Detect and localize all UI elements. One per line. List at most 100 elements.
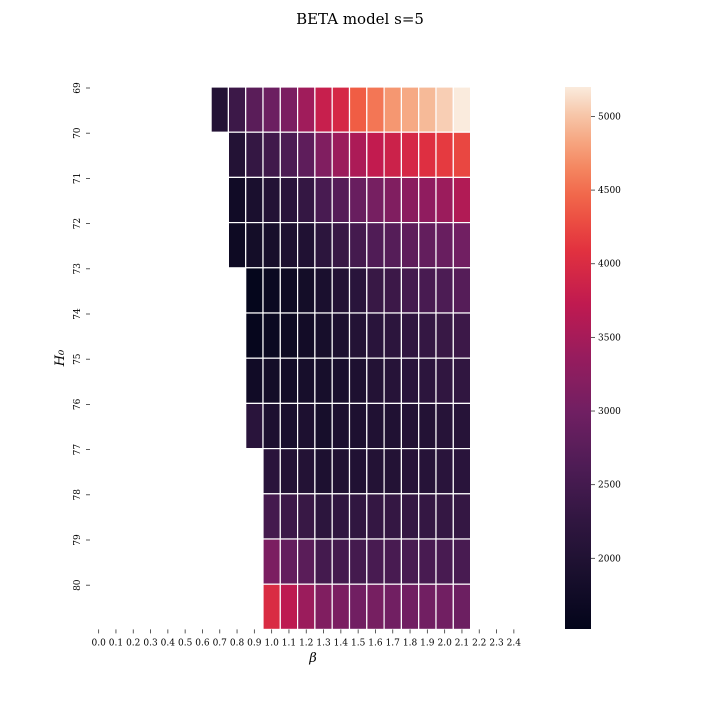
heatmap-cell: [418, 86, 437, 133]
heatmap-cell: [383, 493, 403, 540]
heatmap-cell: [314, 86, 333, 133]
heatmap-cell: [435, 131, 454, 178]
y-tick-label: 80: [73, 579, 83, 591]
heatmap-cell: [383, 222, 403, 269]
heatmap-cell: [262, 357, 281, 405]
heatmap-cell: [418, 267, 437, 314]
heatmap-cell: [348, 267, 368, 314]
colorbar-tick-label: 4500: [598, 186, 621, 196]
heatmap-cell: [366, 131, 385, 178]
heatmap-cell: [279, 222, 299, 269]
x-tick-label: 0.9: [247, 638, 262, 648]
x-axis-label: β: [308, 651, 317, 666]
heatmap-cell: [297, 402, 316, 450]
heatmap-cell: [435, 448, 454, 495]
y-tick-label: 76: [73, 398, 83, 410]
heatmap-cell: [452, 222, 472, 269]
heatmap-cell: [314, 448, 333, 495]
heatmap-cell: [279, 583, 299, 631]
heatmap-cell: [297, 131, 316, 178]
heatmap-cell: [279, 402, 299, 450]
heatmap-cell: [297, 312, 316, 359]
heatmap-cell: [297, 448, 316, 495]
heatmap-cell: [452, 402, 472, 450]
heatmap-cell: [400, 357, 420, 405]
heatmap-cell: [452, 312, 472, 359]
heatmap-cell: [435, 538, 454, 585]
heatmap-cell: [383, 312, 403, 359]
heatmap-cell: [348, 357, 368, 405]
heatmap-cell: [297, 583, 316, 631]
x-tick-label: 0.6: [195, 638, 210, 648]
heatmap-cell: [348, 583, 368, 631]
heatmap-cell: [452, 176, 472, 224]
heatmap-cell: [400, 222, 420, 269]
y-axis-label: H₀: [53, 349, 68, 367]
heatmap-cell: [331, 312, 351, 359]
x-tick-label: 0.8: [230, 638, 245, 648]
x-tick-label: 1.4: [334, 638, 349, 648]
colorbar-tick-label: 2500: [598, 481, 621, 491]
heatmap-cell: [366, 583, 385, 631]
heatmap-cell: [400, 583, 420, 631]
heatmap-cell: [452, 267, 472, 314]
heatmap-cell: [348, 86, 368, 133]
x-tick-label: 0.3: [143, 638, 158, 648]
heatmap-cell: [348, 312, 368, 359]
heatmap-cell: [279, 493, 299, 540]
heatmap-cell: [452, 538, 472, 585]
x-tick-label: 1.7: [386, 638, 401, 648]
x-tick-label: 1.0: [264, 638, 279, 648]
heatmap-cell: [297, 222, 316, 269]
heatmap-cell: [227, 176, 247, 224]
heatmap-cell: [348, 538, 368, 585]
heatmap-cell: [435, 312, 454, 359]
heatmap-cell: [331, 448, 351, 495]
heatmap-cell: [366, 493, 385, 540]
heatmap-cell: [314, 402, 333, 450]
heatmap-cell: [331, 493, 351, 540]
heatmap-cell: [418, 538, 437, 585]
heatmap-cell: [314, 312, 333, 359]
heatmap-cell: [348, 493, 368, 540]
heatmap-cell: [331, 357, 351, 405]
heatmap-cell: [348, 222, 368, 269]
heatmap-cell: [435, 267, 454, 314]
heatmap-cell: [245, 267, 264, 314]
heatmap-cell: [245, 86, 264, 133]
heatmap-cell: [314, 222, 333, 269]
heatmap-cell: [297, 86, 316, 133]
colorbar-tick-label: 4000: [598, 260, 621, 270]
x-tick-label: 2.1: [455, 638, 469, 648]
heatmap-cell: [383, 131, 403, 178]
heatmap-cell: [366, 222, 385, 269]
heatmap-cell: [262, 493, 281, 540]
heatmap-cell: [452, 448, 472, 495]
heatmap-cell: [262, 312, 281, 359]
x-tick-label: 1.6: [368, 638, 383, 648]
x-tick-label: 1.9: [420, 638, 435, 648]
heatmap-cell: [279, 131, 299, 178]
heatmap-cell: [383, 176, 403, 224]
heatmap-cell: [279, 357, 299, 405]
heatmap-cell: [314, 357, 333, 405]
heatmap-cell: [348, 402, 368, 450]
heatmap-cell: [262, 222, 281, 269]
x-tick-label: 1.2: [299, 638, 313, 648]
heatmap-cell: [383, 402, 403, 450]
heatmap-cell: [245, 176, 264, 224]
heatmap-cell: [297, 267, 316, 314]
heatmap-cell: [435, 222, 454, 269]
colorbar-tick-label: 5000: [598, 112, 621, 122]
x-tick-label: 2.4: [507, 638, 522, 648]
heatmap-cell: [383, 448, 403, 495]
x-tick-label: 2.2: [472, 638, 486, 648]
heatmap-cell: [418, 448, 437, 495]
heatmap-cell: [262, 448, 281, 495]
heatmap-cell: [452, 86, 472, 133]
colorbar: 2000 2500 3000 3500 4000 4500 5000: [565, 87, 621, 629]
y-tick-label: 70: [73, 127, 83, 139]
heatmap-cells: [210, 86, 472, 631]
heatmap-cell: [366, 176, 385, 224]
heatmap-cell: [366, 538, 385, 585]
